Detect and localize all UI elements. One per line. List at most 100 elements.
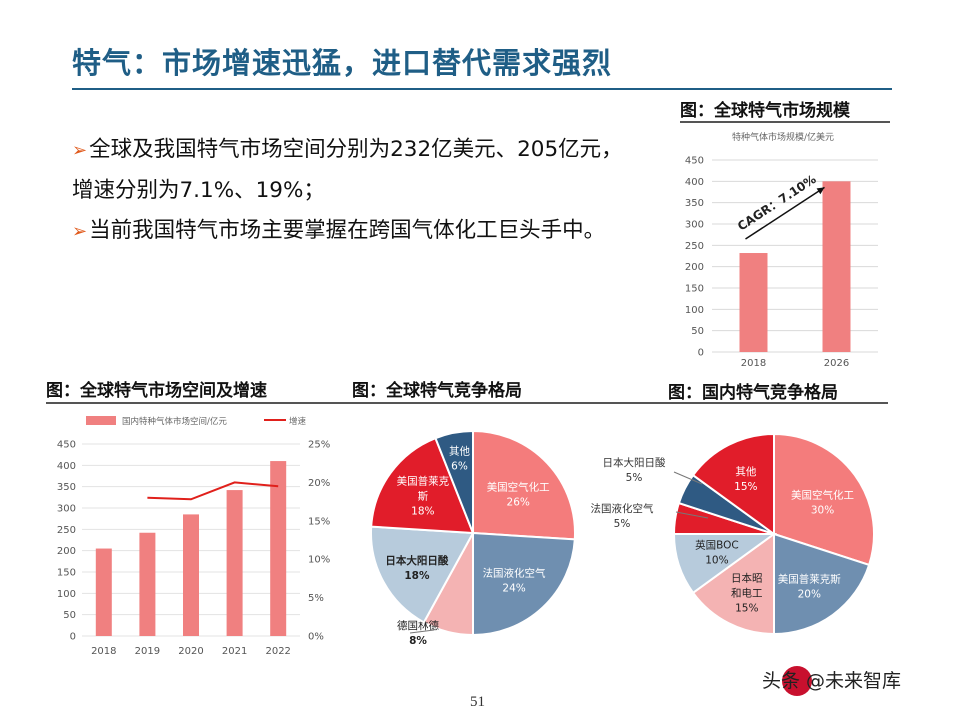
y2-tick-label: 5% bbox=[308, 593, 324, 604]
bar bbox=[95, 548, 112, 636]
y-tick-label: 150 bbox=[57, 568, 76, 579]
pie-slice-value: 5% bbox=[614, 518, 631, 530]
figure-caption-domestic-competition: 图：国内特气竞争格局 bbox=[668, 383, 838, 403]
title-divider bbox=[72, 88, 892, 90]
y-tick-label: 450 bbox=[57, 440, 76, 451]
pie-slice-value: 10% bbox=[705, 555, 728, 567]
y-tick-label: 450 bbox=[685, 156, 704, 167]
y-tick-label: 250 bbox=[57, 525, 76, 536]
market-growth-chart: 0 50 100 150 200 250 300 350 400 450 0% 5% 10% 15% 20%… bbox=[57, 416, 330, 657]
arrow-bullet-icon: ➢ bbox=[72, 221, 88, 242]
pie-leader-line bbox=[675, 511, 709, 519]
page-number: 51 bbox=[470, 694, 485, 710]
watermark: 头条 @未来智库 bbox=[762, 670, 902, 692]
pie-slice-label: 日本大阳日酸 bbox=[603, 456, 666, 469]
cagr-arrow-line bbox=[745, 186, 825, 240]
pie-slice-label: 德国林德 bbox=[397, 619, 439, 632]
pie-slice-value: 24% bbox=[502, 583, 525, 595]
y-tick-label: 350 bbox=[57, 482, 76, 493]
pie-leader-line bbox=[673, 471, 703, 485]
bullet-item: ➢当前我国特气市场主要掌握在跨国气体化工巨头手中。 bbox=[72, 211, 640, 252]
x-tick-label: 2019 bbox=[135, 646, 160, 657]
bar bbox=[822, 181, 851, 352]
pie-slice bbox=[472, 429, 576, 541]
y2-tick-label: 10% bbox=[308, 555, 330, 566]
growth-line bbox=[147, 481, 279, 501]
y-tick-label: 300 bbox=[57, 504, 76, 515]
pie-slice-label: 斯 bbox=[418, 490, 429, 503]
bullet-text: 当前我国特气市场主要掌握在跨国气体化工巨头手中。 bbox=[89, 218, 606, 243]
y-tick-label: 100 bbox=[685, 305, 704, 316]
y-tick-label: 100 bbox=[57, 589, 76, 600]
y-tick-label: 50 bbox=[691, 326, 704, 337]
bar bbox=[226, 490, 243, 636]
y-tick-label: 0 bbox=[70, 632, 76, 643]
pie-slice-value: 30% bbox=[811, 505, 834, 517]
figure-caption-global-competition: 图：全球特气竞争格局 bbox=[352, 381, 522, 401]
pie-slice bbox=[370, 525, 475, 624]
legend-label: 增速 bbox=[289, 416, 307, 427]
pie-slice-value: 26% bbox=[507, 497, 530, 509]
y-tick-label: 150 bbox=[685, 284, 704, 295]
pie-slice-label: 和电工 bbox=[731, 586, 763, 599]
y-tick-label: 350 bbox=[685, 198, 704, 209]
pie-slice-value: 15% bbox=[735, 602, 758, 614]
x-tick-label: 2022 bbox=[265, 646, 290, 657]
global-competition-pie: 美国空气化工 26% 法国液化空气 24% 德国林德 8% 日本大阳日酸 18% 美国普莱克斯 1… bbox=[370, 429, 576, 647]
y-tick-label: 300 bbox=[685, 220, 704, 231]
pie-slice-value: 6% bbox=[451, 460, 468, 472]
pie-slice bbox=[434, 429, 474, 534]
x-tick-label: 2018 bbox=[741, 358, 766, 368]
page-title: 特气：市场增速迅猛，进口替代需求强烈 bbox=[72, 46, 613, 80]
pie-slice-label: 美国空气化工 bbox=[791, 489, 854, 502]
y-tick-label: 250 bbox=[685, 241, 704, 252]
cagr-arrow-icon bbox=[816, 187, 825, 195]
pie-slice-label: 法国液化空气 bbox=[591, 502, 654, 515]
bullet-item: ➢全球及我国特气市场空间分别为232亿美元、205亿元，增速分别为7.1%、19… bbox=[72, 130, 640, 211]
figure-caption-market-growth: 图：全球特气市场空间及增速 bbox=[46, 381, 267, 401]
figure-caption-market-size: 图：全球特气市场规模 bbox=[680, 101, 850, 121]
y-tick-label: 400 bbox=[57, 461, 76, 472]
bar bbox=[270, 461, 287, 636]
pie-slice bbox=[472, 531, 576, 637]
pie-slice-value: 20% bbox=[798, 589, 821, 601]
y2-tick-label: 0% bbox=[308, 632, 324, 643]
pie-slice-label: 日本大阳日酸 bbox=[385, 554, 448, 567]
pie-slice-value: 18% bbox=[404, 570, 430, 582]
pie-slice-label: 日本昭 bbox=[731, 571, 763, 584]
pie-slice-label: 法国液化空气 bbox=[483, 567, 546, 580]
pie-slice bbox=[773, 532, 871, 636]
legend-swatch-bar bbox=[86, 416, 116, 425]
pie-slice-label: 美国空气化工 bbox=[487, 481, 550, 494]
bullet-text: 全球及我国特气市场空间分别为232亿美元、205亿元，增速分别为7.1%、19%… bbox=[72, 137, 623, 203]
y-tick-label: 0 bbox=[698, 348, 704, 359]
brand-logo-icon bbox=[782, 666, 812, 696]
arrow-bullet-icon: ➢ bbox=[72, 140, 88, 161]
pie-slice-value: 8% bbox=[409, 635, 427, 647]
pie-slice bbox=[370, 436, 475, 535]
pie-slice-label: 美国普莱克 bbox=[397, 475, 450, 488]
pie-slice-value: 5% bbox=[626, 472, 643, 484]
pie-slice-label: 英国BOC bbox=[695, 539, 739, 552]
legend-label: 国内特种气体市场空间/亿元 bbox=[122, 416, 227, 427]
y-tick-label: 200 bbox=[57, 546, 76, 557]
market-size-chart: 特种气体市场规模/亿美元 0 50 100 150 200 250 300 350 400 450 2… bbox=[685, 131, 878, 368]
y-tick-label: 50 bbox=[63, 610, 76, 621]
bar bbox=[183, 514, 199, 636]
caption-divider bbox=[46, 402, 888, 404]
y-tick-label: 400 bbox=[685, 177, 704, 188]
x-tick-label: 2026 bbox=[824, 358, 849, 368]
y2-tick-label: 25% bbox=[308, 440, 330, 451]
x-tick-label: 2020 bbox=[178, 646, 203, 657]
bar bbox=[739, 253, 768, 352]
y-tick-label: 200 bbox=[685, 262, 704, 273]
pie-slice-value: 15% bbox=[734, 481, 757, 493]
pie-slice bbox=[691, 532, 775, 636]
bullet-list: ➢全球及我国特气市场空间分别为232亿美元、205亿元，增速分别为7.1%、19… bbox=[72, 130, 640, 252]
pie-slice bbox=[691, 432, 775, 536]
chart-title: 特种气体市场规模/亿美元 bbox=[732, 131, 834, 143]
x-tick-label: 2021 bbox=[222, 646, 247, 657]
pie-slice-label: 美国普莱克斯 bbox=[778, 573, 841, 586]
bar bbox=[139, 532, 156, 636]
